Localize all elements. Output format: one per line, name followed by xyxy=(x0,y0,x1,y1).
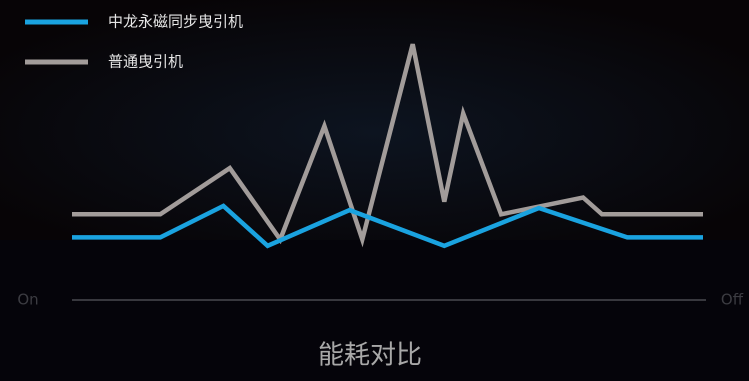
legend-label: 普通曳引机 xyxy=(108,53,183,71)
x-start-label: On xyxy=(17,291,38,309)
background xyxy=(0,0,749,240)
background-lower xyxy=(0,240,749,381)
series-line xyxy=(72,43,703,248)
x-end-label: Off xyxy=(721,291,744,309)
legend-label: 中龙永磁同步曳引机 xyxy=(108,13,243,31)
chart-title: 能耗对比 xyxy=(318,341,422,371)
series-line xyxy=(72,203,703,249)
